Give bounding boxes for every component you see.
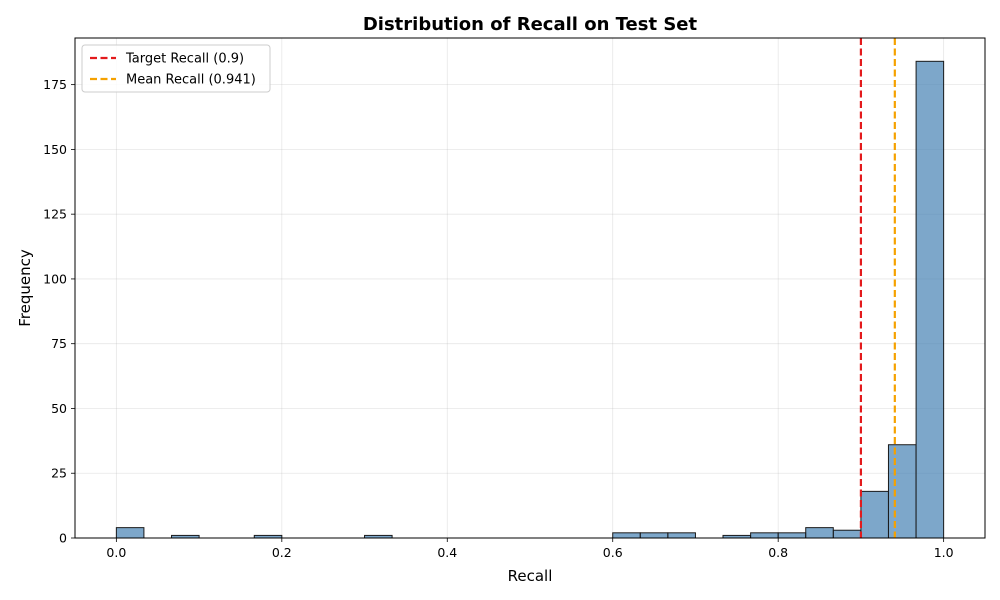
legend-entry-label: Mean Recall (0.941) [126,73,256,88]
histogram-bar [860,490,889,539]
legend: Target Recall (0.9) Mean Recall (0.941) [81,44,271,93]
x-axis-label: Recall [508,567,553,585]
y-tick-label: 150 [43,142,67,157]
x-tick-label: 0.4 [437,545,457,560]
histogram-bar [887,444,917,539]
histogram-bar [832,529,862,539]
histogram-bar [612,532,641,539]
y-tick-label: 50 [51,401,67,416]
legend-box [81,44,271,93]
histogram-bar [915,60,945,539]
x-axis-ticks: 0.0 0.2 0.4 0.6 0.8 1.0 [106,538,954,560]
y-tick-label: 175 [43,77,67,92]
y-tick-label: 75 [51,336,67,351]
x-tick-label: 0.0 [106,545,126,560]
histogram-bar [639,532,669,539]
histogram-bar [750,532,779,539]
y-tick-label: 0 [59,531,67,546]
x-tick-label: 0.8 [768,545,788,560]
legend-items: Target Recall (0.9) Mean Recall (0.941) [90,52,256,88]
histogram-bar [667,532,696,539]
x-tick-label: 0.6 [603,545,623,560]
y-axis-label: Frequency [16,249,34,327]
histogram-bar [115,527,145,539]
plot-frame [74,37,986,539]
x-tick-label: 0.2 [272,545,292,560]
chart-title: Distribution of Recall on Test Set [363,14,698,35]
x-tick-label: 1.0 [934,545,954,560]
histogram-bar [805,527,834,539]
y-tick-label: 25 [51,466,67,481]
y-tick-label: 125 [43,207,67,222]
legend-entry-label: Target Recall (0.9) [125,52,244,67]
histogram-bar [777,532,807,539]
grid-layer [75,38,985,539]
y-axis-ticks: 0 25 50 75 100 125 150 175 [43,77,75,546]
bars-layer [115,60,945,539]
y-tick-label: 100 [43,271,67,286]
